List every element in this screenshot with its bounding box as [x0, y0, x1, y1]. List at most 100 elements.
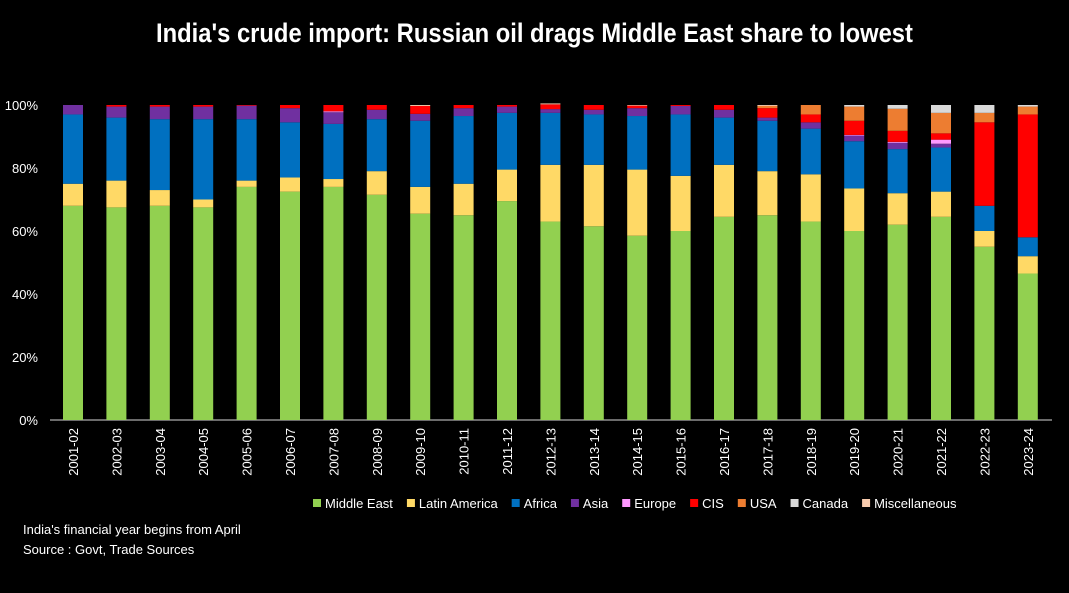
- bar-segment-middle-east: [236, 186, 257, 420]
- y-tick-label: 100%: [5, 98, 39, 113]
- bar-segment-latin-america: [236, 180, 257, 187]
- bar-segment-latin-america: [410, 186, 431, 214]
- bar-segment-africa: [193, 119, 214, 200]
- bar-segment-cis: [670, 105, 691, 106]
- x-tick-label: 2010-11: [457, 428, 472, 475]
- x-tick-label: 2022-23: [977, 428, 992, 476]
- bar-segment-asia: [366, 109, 387, 120]
- bar-segment-africa: [974, 205, 995, 231]
- bar-segment-middle-east: [106, 207, 127, 420]
- bar-segment-cis: [193, 105, 214, 107]
- x-tick-label: 2018-19: [804, 428, 819, 476]
- x-tick-label: 2017-18: [760, 428, 775, 476]
- bar-segment-africa: [410, 120, 431, 187]
- x-tick-label: 2023-24: [1021, 428, 1036, 476]
- bar-segment-cis: [583, 105, 604, 110]
- bar-segment-usa: [887, 108, 908, 131]
- bar-segment-latin-america: [670, 175, 691, 231]
- bar-segment-europe: [844, 134, 865, 136]
- bar-segment-middle-east: [931, 216, 951, 420]
- x-tick-label: 2020-21: [891, 428, 906, 476]
- bar-segment-latin-america: [757, 171, 778, 216]
- bar-segment-asia: [931, 143, 951, 148]
- bar-segment-cis: [627, 105, 648, 109]
- x-tick-label: 2011-12: [500, 428, 515, 475]
- bar-segment-cis: [714, 105, 734, 110]
- bar-segment-africa: [366, 119, 387, 172]
- bar-segment-usa: [974, 112, 995, 123]
- x-tick-label: 2006-07: [283, 428, 298, 476]
- bar-segment-middle-east: [63, 205, 83, 420]
- bar-segment-usa: [931, 112, 951, 134]
- bar-segment-europe: [887, 141, 908, 143]
- bar-segment-africa: [497, 112, 517, 170]
- bar-segment-middle-east: [670, 231, 691, 420]
- bar-segment-middle-east: [323, 186, 344, 420]
- x-tick-label: 2019-20: [847, 428, 862, 476]
- bar-segment-canada: [1017, 105, 1038, 107]
- y-tick-label: 80%: [12, 161, 38, 176]
- bar-segment-latin-america: [149, 190, 170, 206]
- bar-segment-middle-east: [583, 226, 604, 420]
- x-tick-label: 2003-04: [153, 428, 168, 476]
- legend-label: Miscellaneous: [874, 496, 957, 511]
- bar-segment-latin-america: [714, 164, 734, 217]
- bar-segment-latin-america: [63, 183, 83, 206]
- bar-segment-cis: [149, 105, 170, 107]
- bar-segment-europe: [323, 111, 344, 113]
- x-tick-label: 2001-02: [66, 428, 81, 476]
- legend-swatch: [737, 499, 746, 507]
- legend-label: USA: [750, 496, 777, 511]
- bar-segment-usa: [1017, 106, 1038, 115]
- legend-swatch: [790, 499, 799, 507]
- bar-segment-asia: [887, 142, 908, 150]
- bar-segment-middle-east: [1017, 273, 1038, 420]
- bar-segment-usa: [844, 106, 865, 121]
- bar-segment-latin-america: [1017, 256, 1038, 274]
- bar-segment-middle-east: [149, 205, 170, 420]
- bar-segment-latin-america: [280, 177, 300, 192]
- bar-segment-latin-america: [366, 171, 387, 195]
- bar-segment-asia: [497, 106, 517, 113]
- x-tick-label: 2012-13: [543, 428, 558, 476]
- bar-segment-cis: [931, 133, 951, 140]
- bar-segment-latin-america: [540, 164, 561, 222]
- bar-segment-latin-america: [193, 199, 214, 208]
- legend-swatch: [570, 499, 579, 507]
- legend-label: Canada: [803, 496, 849, 511]
- bar-segment-miscellaneous: [627, 105, 648, 106]
- bar-segment-cis: [887, 130, 908, 142]
- bar-segment-middle-east: [410, 213, 431, 420]
- bar-segment-latin-america: [931, 191, 951, 217]
- bar-segment-asia: [844, 135, 865, 142]
- bar-segment-europe: [931, 139, 951, 144]
- bar-segment-cis: [366, 105, 387, 110]
- legend-swatch: [622, 499, 631, 507]
- bar-segment-asia: [540, 109, 561, 113]
- legend-swatch: [313, 499, 321, 507]
- bar-segment-cis: [280, 105, 300, 109]
- bar-segment-miscellaneous: [410, 105, 431, 106]
- x-tick-label: 2016-17: [717, 428, 732, 476]
- x-tick-label: 2009-10: [413, 428, 428, 476]
- bar-segment-miscellaneous: [757, 105, 778, 106]
- bar-segment-africa: [149, 119, 170, 191]
- legend-label: Latin America: [419, 496, 499, 511]
- bar-segment-africa: [106, 117, 127, 181]
- bar-segment-asia: [757, 117, 778, 121]
- legend-label: Middle East: [325, 496, 393, 511]
- x-tick-label: 2007-08: [326, 428, 341, 476]
- legend-label: Africa: [524, 496, 558, 511]
- bar-segment-cis: [844, 120, 865, 135]
- bar-segment-africa: [63, 114, 83, 184]
- bar-segment-cis: [410, 105, 431, 114]
- bar-segment-latin-america: [627, 169, 648, 236]
- bar-segment-latin-america: [323, 179, 344, 187]
- bar-segment-middle-east: [974, 246, 995, 420]
- y-tick-label: 0%: [19, 413, 38, 428]
- bar-segment-latin-america: [453, 183, 474, 216]
- bar-segment-canada: [974, 105, 995, 113]
- bar-segment-middle-east: [193, 207, 214, 420]
- bar-segment-canada: [887, 105, 908, 109]
